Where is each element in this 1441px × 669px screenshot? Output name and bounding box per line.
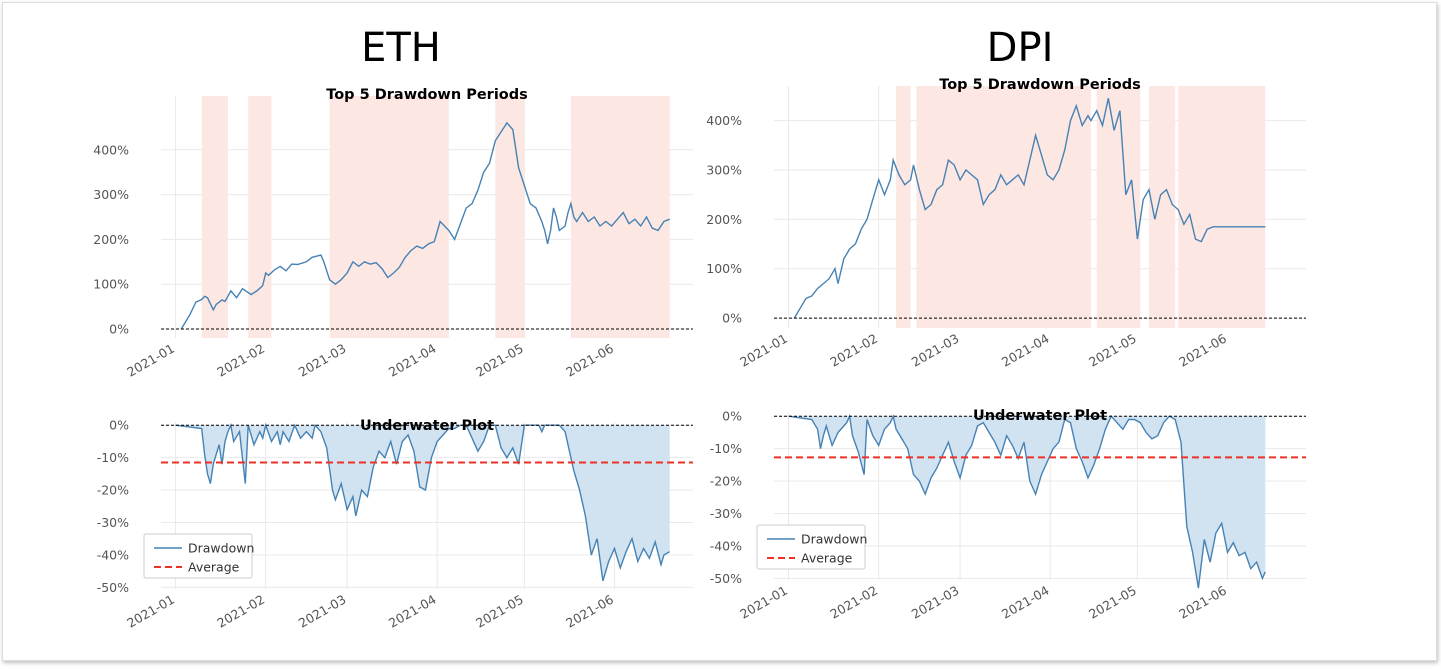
- chart-suptitle: DPI: [987, 25, 1054, 71]
- y-tick-label: 300%: [706, 162, 742, 177]
- chart-eth: ETH 0% 100% 200% 300% 400% 2021-01 2021-02 2021-…: [93, 25, 693, 631]
- x-tick-label: 2021-02: [214, 592, 267, 631]
- drawdown-line: [788, 413, 1266, 589]
- x-tick-label: 2021-05: [1086, 583, 1139, 622]
- drawdown-period-band: [495, 96, 525, 338]
- y-tick-label: 0%: [109, 418, 129, 433]
- x-tick-label: 2021-06: [1176, 331, 1229, 370]
- drawdown-periods-panel: 0% 100% 200% 300% 400% 2021-01 2021-02 2021-03 2…: [706, 77, 1306, 370]
- x-tick-label: 2021-05: [473, 341, 526, 380]
- x-tick-label: 2021-01: [124, 592, 177, 631]
- drawdown-period-band: [570, 96, 670, 338]
- y-tick-label: -50%: [710, 571, 742, 586]
- x-tick-label: 2021-02: [827, 331, 880, 370]
- panel-title: Underwater Plot: [360, 418, 494, 434]
- legend-drawdown-label: Drawdown: [801, 532, 867, 547]
- y-tick-label: -40%: [97, 547, 129, 562]
- x-tick-label: 2021-04: [386, 592, 439, 631]
- drawdown-period-band: [248, 96, 272, 338]
- drawdown-figure: ETH 0% 100% 200% 300% 400% 2021-01 2021-02 2021-…: [93, 25, 1306, 631]
- y-tick-label: 100%: [93, 277, 129, 292]
- y-tick-label: -10%: [97, 450, 129, 465]
- legend-average-label: Average: [188, 560, 240, 575]
- underwater-panel: 0% -10% -20% -30% -40% -50%2021-01 2021-02 2021…: [97, 418, 693, 631]
- x-tick-label: 2021-04: [386, 341, 439, 380]
- drawdown-area: [788, 416, 1266, 589]
- y-tick-label: -10%: [710, 441, 742, 456]
- x-tick-label: 2021-01: [737, 331, 790, 370]
- x-tick-label: 2021-03: [296, 592, 349, 631]
- x-tick-label: 2021-05: [1086, 331, 1139, 370]
- drawdown-period-band: [1096, 86, 1141, 328]
- x-tick-label: 2021-02: [827, 583, 880, 622]
- legend: Drawdown Average: [756, 524, 867, 570]
- drawdown-period-band: [1149, 86, 1176, 328]
- x-tick-label: 2021-04: [999, 331, 1052, 370]
- x-tick-label: 2021-06: [563, 341, 616, 380]
- legend-average-label: Average: [801, 551, 853, 566]
- y-tick-label: -30%: [710, 506, 742, 521]
- y-tick-label: 0%: [722, 311, 742, 326]
- legend: Drawdown Average: [143, 533, 254, 579]
- x-tick-label: 2021-03: [909, 583, 962, 622]
- drawdown-period-band: [201, 96, 228, 338]
- underwater-panel: 0% -10% -20% -30% -40% -50%2021-01 2021-02 2021…: [710, 408, 1306, 622]
- cumulative-return-line: [180, 121, 670, 330]
- panel-title: Underwater Plot: [973, 408, 1107, 424]
- y-tick-label: 0%: [722, 409, 742, 424]
- y-tick-label: 400%: [93, 142, 129, 157]
- y-tick-label: -20%: [710, 474, 742, 489]
- drawdown-periods-panel: 0% 100% 200% 300% 400% 2021-01 2021-02 2021-03 2…: [93, 87, 693, 380]
- x-tick-label: 2021-03: [296, 341, 349, 380]
- drawdown-line: [175, 422, 671, 582]
- x-tick-label: 2021-01: [124, 341, 177, 380]
- drawdown-period-band: [896, 86, 911, 328]
- chart-suptitle: ETH: [361, 25, 441, 71]
- y-tick-label: -40%: [710, 538, 742, 553]
- x-tick-label: 2021-06: [1176, 583, 1229, 622]
- panel-title: Top 5 Drawdown Periods: [939, 77, 1141, 93]
- y-tick-label: 100%: [706, 261, 742, 276]
- y-tick-label: 200%: [706, 212, 742, 227]
- x-tick-label: 2021-03: [909, 331, 962, 370]
- x-tick-label: 2021-01: [737, 583, 790, 622]
- y-tick-label: 0%: [109, 322, 129, 337]
- y-tick-label: 400%: [706, 113, 742, 128]
- panel-title: Top 5 Drawdown Periods: [326, 87, 528, 103]
- x-tick-label: 2021-05: [473, 592, 526, 631]
- y-tick-label: -50%: [97, 580, 129, 595]
- chart-dpi: DPI 0% 100% 200% 300% 400% 2021-01 2021-02 2021-…: [706, 25, 1306, 622]
- cumulative-return-line: [793, 98, 1266, 319]
- x-tick-label: 2021-04: [999, 583, 1052, 622]
- y-tick-label: -20%: [97, 483, 129, 498]
- drawdown-period-band: [329, 96, 449, 338]
- x-tick-label: 2021-02: [214, 341, 267, 380]
- y-tick-label: 300%: [93, 187, 129, 202]
- drawdown-period-band: [916, 86, 1091, 328]
- y-tick-label: 200%: [93, 232, 129, 247]
- drawdown-period-band: [1178, 86, 1266, 328]
- y-tick-label: -30%: [97, 515, 129, 530]
- x-tick-label: 2021-06: [563, 592, 616, 631]
- legend-drawdown-label: Drawdown: [188, 541, 254, 556]
